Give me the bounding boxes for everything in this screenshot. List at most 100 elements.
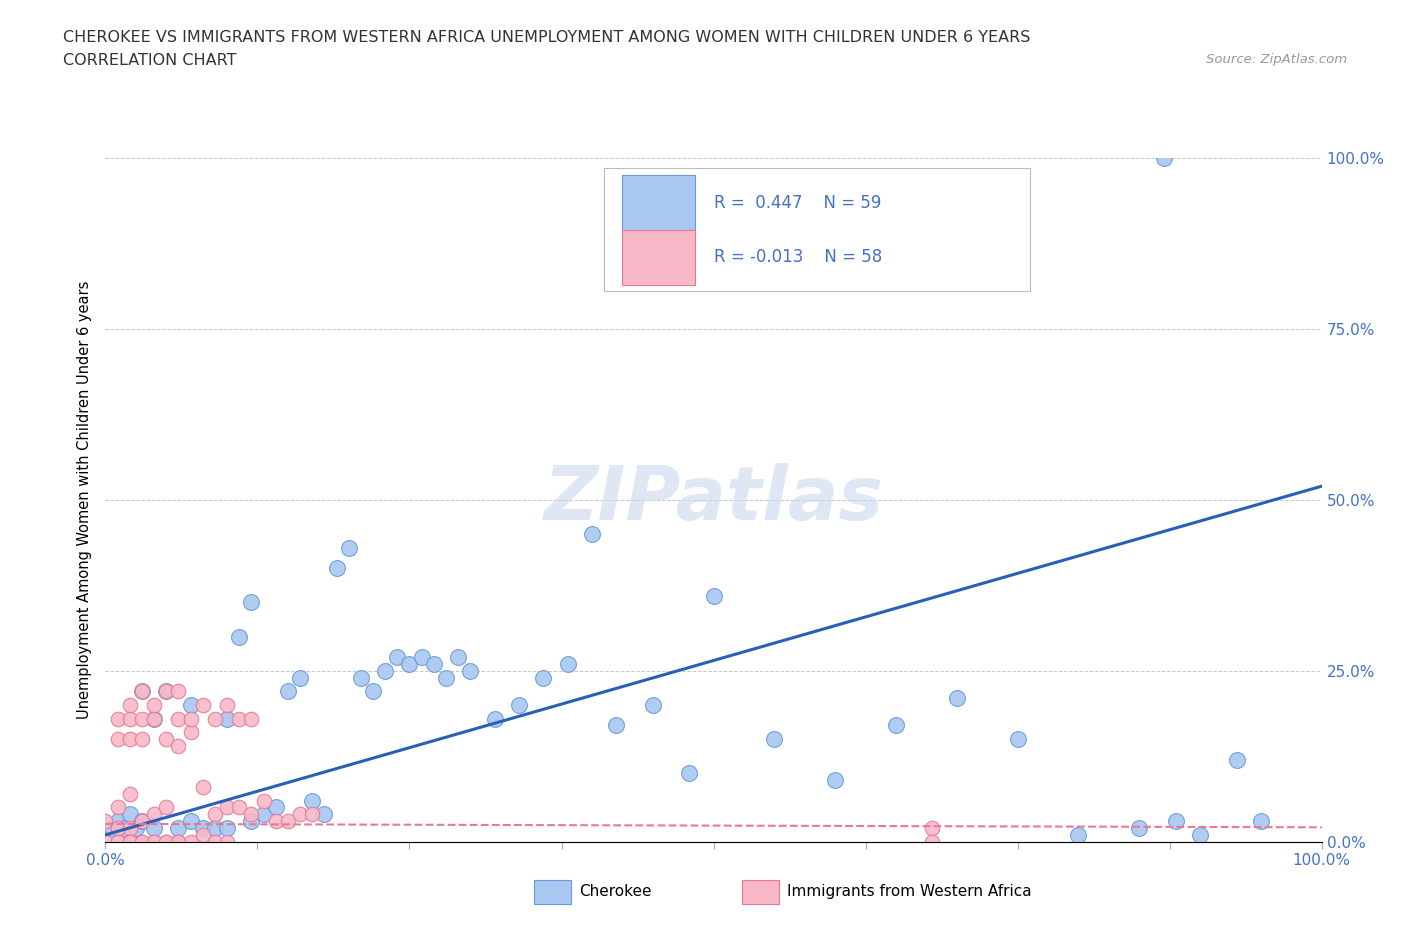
Point [107,834,129,849]
Point [94,814,117,829]
Y-axis label: Unemployment Among Women with Children Under 6 years: Unemployment Among Women with Children U… [77,281,93,719]
Point [423,657,446,671]
Point [204,807,226,822]
Point [264,814,287,829]
Point [107,711,129,726]
Point [605,718,627,733]
Point [1225,752,1247,767]
Point [131,814,153,829]
Point [884,718,907,733]
Point [374,663,396,678]
Text: Cherokee: Cherokee [579,884,652,899]
FancyBboxPatch shape [534,880,571,904]
Point [143,807,166,822]
Point [180,711,202,726]
Point [94,834,117,849]
Point [1164,814,1187,829]
Point [143,820,166,835]
Point [118,834,141,849]
Point [118,711,141,726]
Point [107,732,129,747]
Point [264,800,287,815]
Point [143,711,166,726]
Point [118,834,141,849]
Text: Source: ZipAtlas.com: Source: ZipAtlas.com [1206,53,1347,66]
Point [921,834,943,849]
Point [118,787,141,802]
FancyBboxPatch shape [742,880,779,904]
Point [1007,732,1029,747]
Point [191,828,214,843]
Point [921,820,943,835]
Point [277,684,299,698]
Point [447,650,470,665]
Point [508,698,530,712]
Point [180,698,202,712]
Point [191,698,214,712]
Point [131,814,153,829]
Point [763,732,786,747]
Point [277,814,299,829]
Point [191,779,214,794]
Point [155,834,177,849]
Point [398,657,420,671]
Text: Immigrants from Western Africa: Immigrants from Western Africa [787,884,1032,899]
Point [252,793,274,808]
Point [411,650,433,665]
Point [228,630,250,644]
Point [678,766,700,781]
Text: R =  0.447    N = 59: R = 0.447 N = 59 [713,193,882,211]
Point [131,684,153,698]
Point [458,663,481,678]
Point [167,738,190,753]
Point [337,540,360,555]
Point [118,807,141,822]
Point [204,834,226,849]
Point [217,698,239,712]
Point [167,684,190,698]
Point [217,711,239,726]
Point [131,834,153,849]
Point [155,834,177,849]
Point [118,820,141,835]
Point [131,711,153,726]
Point [1067,828,1090,843]
Point [240,595,263,610]
Point [301,807,323,822]
Point [204,820,226,835]
Point [143,711,166,726]
Point [252,807,274,822]
Point [107,800,129,815]
Point [228,800,250,815]
Point [288,671,311,685]
Point [180,834,202,849]
Point [217,834,239,849]
Text: ZIPatlas: ZIPatlas [544,463,883,537]
Point [387,650,409,665]
FancyBboxPatch shape [623,175,696,230]
Point [143,834,166,849]
FancyBboxPatch shape [605,168,1029,291]
Point [155,732,177,747]
Point [240,814,263,829]
Text: CORRELATION CHART: CORRELATION CHART [63,53,236,68]
Text: R = -0.013    N = 58: R = -0.013 N = 58 [713,248,882,266]
FancyBboxPatch shape [623,230,696,285]
Point [131,732,153,747]
Point [118,698,141,712]
Point [191,820,214,835]
Point [434,671,457,685]
Point [288,807,311,822]
Point [581,526,603,541]
Point [155,684,177,698]
Point [228,711,250,726]
Point [155,800,177,815]
Point [131,684,153,698]
Point [484,711,506,726]
Point [180,814,202,829]
Point [112,820,135,835]
Point [107,820,129,835]
Point [1189,828,1212,843]
Point [945,691,967,706]
Point [118,732,141,747]
